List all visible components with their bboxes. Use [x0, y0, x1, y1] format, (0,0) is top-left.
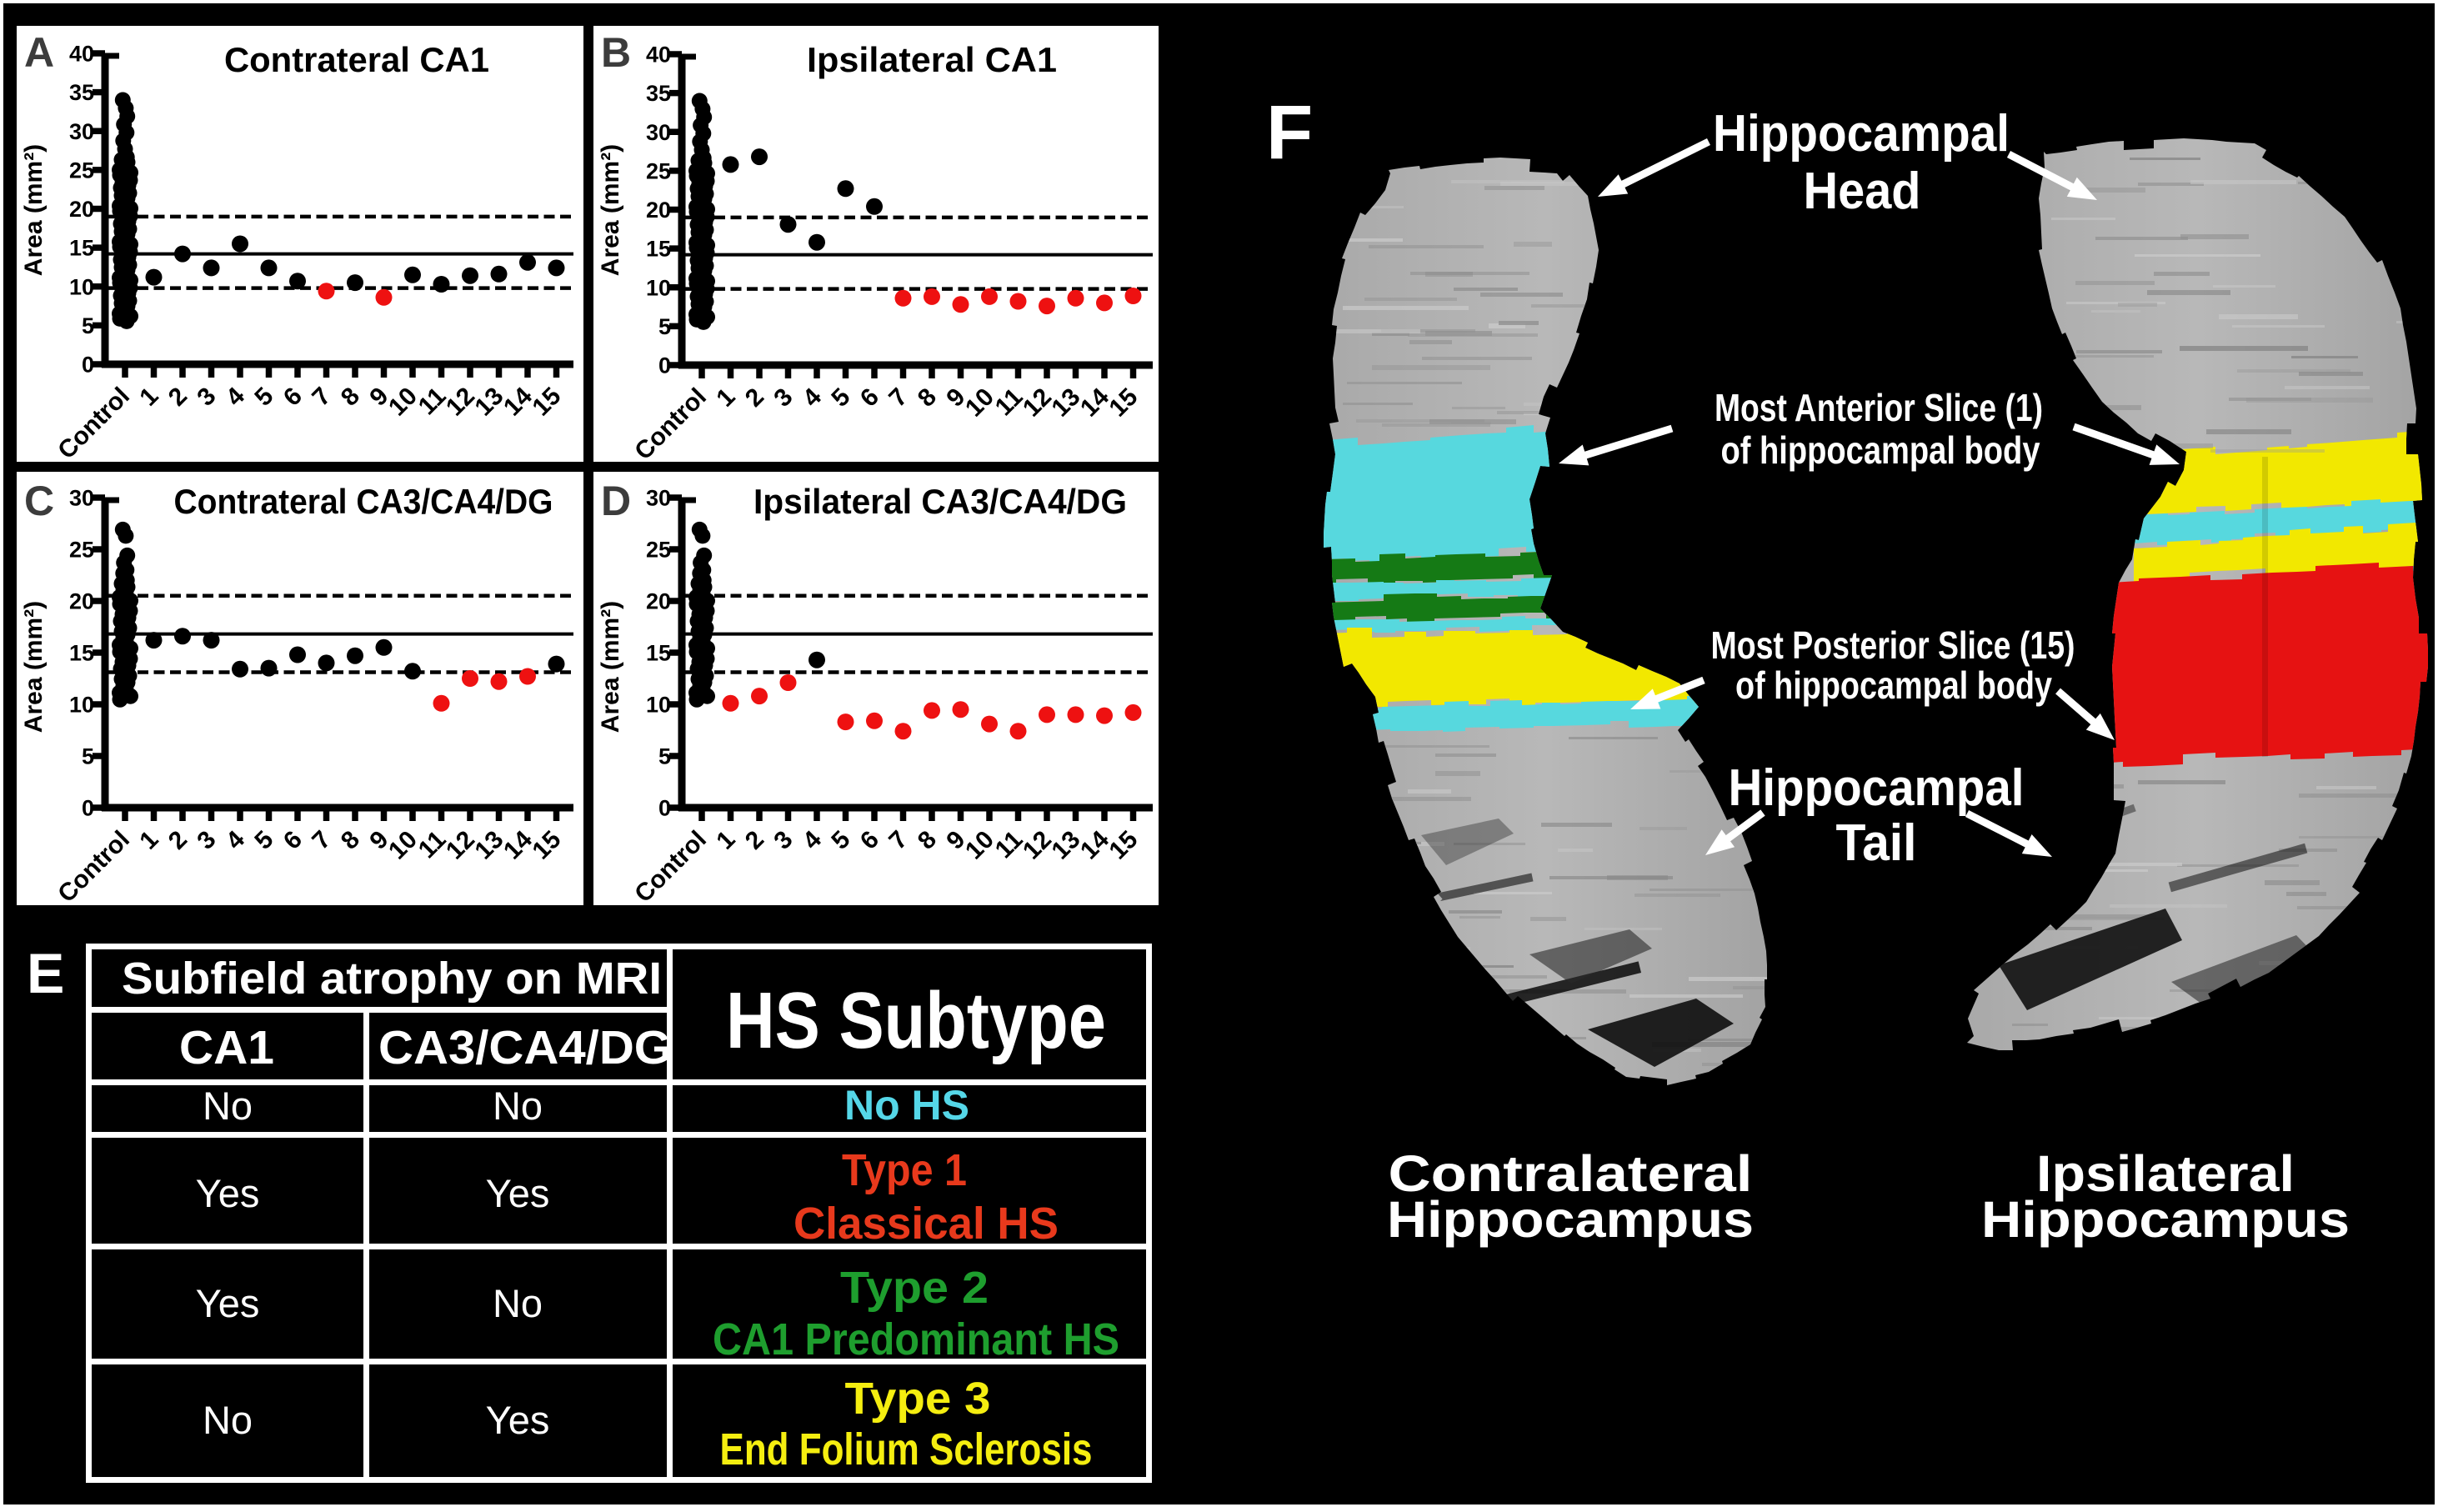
svg-text:Contrateral CA3/CA4/DG: Contrateral CA3/CA4/DG [174, 482, 553, 521]
svg-text:Yes: Yes [196, 1171, 260, 1215]
svg-text:30: 30 [646, 486, 671, 511]
svg-text:35: 35 [646, 81, 671, 106]
svg-text:25: 25 [69, 158, 94, 183]
svg-text:35: 35 [69, 80, 94, 105]
svg-text:Hippocampal: Hippocampal [1729, 759, 2025, 817]
svg-text:30: 30 [69, 486, 94, 511]
svg-text:Type 1: Type 1 [842, 1145, 967, 1195]
svg-text:5: 5 [658, 744, 671, 769]
svg-text:10: 10 [69, 274, 94, 299]
svg-text:30: 30 [646, 120, 671, 145]
svg-text:25: 25 [646, 538, 671, 563]
svg-text:25: 25 [646, 158, 671, 183]
svg-text:20: 20 [69, 197, 94, 222]
svg-text:Head: Head [1804, 163, 1921, 220]
svg-text:15: 15 [69, 641, 94, 666]
svg-text:40: 40 [69, 42, 94, 67]
svg-text:No HS: No HS [844, 1082, 969, 1129]
svg-text:30: 30 [69, 119, 94, 144]
svg-text:of hippocampal body: of hippocampal body [1735, 663, 2052, 707]
svg-text:Yes: Yes [486, 1171, 550, 1215]
svg-text:F: F [1266, 90, 1313, 175]
svg-text:Type 3: Type 3 [845, 1374, 991, 1424]
svg-text:15: 15 [646, 237, 671, 262]
svg-text:CA1 Predominant HS: CA1 Predominant HS [713, 1314, 1119, 1364]
svg-text:No: No [203, 1084, 253, 1128]
svg-text:HS Subtype: HS Subtype [726, 976, 1106, 1065]
svg-text:Hippocampus: Hippocampus [1387, 1191, 1754, 1248]
svg-text:Yes: Yes [486, 1398, 550, 1442]
svg-text:Area (mm²): Area (mm²) [597, 144, 624, 276]
svg-text:15: 15 [646, 641, 671, 666]
svg-text:10: 10 [646, 275, 671, 300]
svg-text:Area (mm²): Area (mm²) [20, 144, 48, 276]
svg-text:Classical HS: Classical HS [793, 1199, 1059, 1249]
svg-text:E: E [27, 942, 64, 1005]
svg-text:Hippocampus: Hippocampus [1981, 1191, 2350, 1248]
svg-text:25: 25 [69, 538, 94, 563]
svg-text:End Folium Sclerosis: End Folium Sclerosis [720, 1424, 1093, 1474]
svg-text:0: 0 [658, 796, 671, 821]
svg-text:0: 0 [82, 353, 94, 378]
svg-text:Ipsilateral: Ipsilateral [2036, 1145, 2295, 1202]
svg-text:Area (mm²): Area (mm²) [597, 601, 624, 733]
svg-text:20: 20 [69, 589, 94, 614]
svg-text:Hippocampal: Hippocampal [1713, 105, 2010, 163]
svg-text:Yes: Yes [196, 1281, 260, 1325]
svg-text:CA3/CA4/DG: CA3/CA4/DG [378, 1021, 672, 1074]
svg-text:Ipsilateral CA1: Ipsilateral CA1 [807, 40, 1057, 79]
svg-text:15: 15 [69, 236, 94, 261]
svg-text:No: No [493, 1084, 543, 1128]
svg-text:No: No [203, 1398, 253, 1442]
svg-text:10: 10 [69, 693, 94, 718]
svg-text:Ipsilateral CA3/CA4/DG: Ipsilateral CA3/CA4/DG [753, 482, 1127, 521]
svg-text:Most Anterior Slice (1): Most Anterior Slice (1) [1715, 386, 2043, 429]
svg-text:Contrateral CA1: Contrateral CA1 [224, 40, 489, 79]
svg-text:Tail: Tail [1836, 814, 1917, 872]
svg-text:20: 20 [646, 198, 671, 223]
svg-text:10: 10 [646, 693, 671, 718]
svg-text:Type 2: Type 2 [840, 1263, 989, 1313]
svg-text:A: A [24, 29, 54, 76]
svg-text:C: C [24, 478, 54, 524]
svg-text:5: 5 [658, 314, 671, 339]
svg-text:B: B [601, 29, 631, 76]
svg-text:5: 5 [82, 744, 94, 769]
svg-text:Most Posterior Slice (15): Most Posterior Slice (15) [1711, 623, 2075, 667]
svg-text:D: D [601, 478, 631, 524]
svg-text:Subfield atrophy on MRI: Subfield atrophy on MRI [122, 954, 662, 1004]
svg-text:No: No [493, 1281, 543, 1325]
svg-text:0: 0 [658, 353, 671, 378]
svg-text:40: 40 [646, 43, 671, 68]
svg-text:CA1: CA1 [179, 1021, 274, 1074]
svg-text:Contralateral: Contralateral [1389, 1145, 1753, 1202]
svg-text:20: 20 [646, 589, 671, 614]
svg-text:of hippocampal body: of hippocampal body [1721, 428, 2040, 472]
svg-text:Area (mm²): Area (mm²) [20, 601, 48, 733]
svg-text:5: 5 [82, 313, 94, 338]
svg-text:0: 0 [82, 796, 94, 821]
